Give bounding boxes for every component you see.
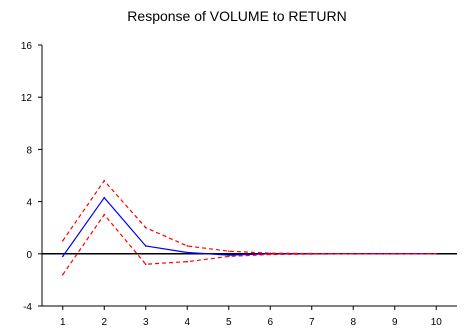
lower-band-point bbox=[186, 260, 189, 263]
response-point bbox=[103, 196, 106, 199]
x-tick-label: 3 bbox=[143, 317, 149, 328]
y-tick-label: 8 bbox=[26, 145, 32, 156]
x-tick-label: 5 bbox=[226, 317, 232, 328]
x-tick-label: 7 bbox=[309, 317, 315, 328]
response-point bbox=[186, 251, 189, 254]
x-tick-label: 10 bbox=[431, 317, 443, 328]
response-line bbox=[62, 196, 437, 257]
upper-band-point bbox=[144, 226, 147, 229]
lower-band-point bbox=[227, 255, 230, 258]
lower-band-point bbox=[310, 253, 313, 255]
y-tick-label: 12 bbox=[21, 93, 33, 104]
upper-band-point bbox=[103, 179, 106, 182]
lower-band-point bbox=[103, 213, 106, 216]
response-point bbox=[61, 255, 64, 258]
lower-band-point bbox=[144, 263, 147, 266]
lower-band-line bbox=[62, 213, 437, 276]
x-tick-label: 2 bbox=[101, 317, 107, 328]
x-tick-label: 1 bbox=[60, 317, 66, 328]
lower-band-point bbox=[435, 253, 438, 255]
x-tick-label: 4 bbox=[184, 317, 190, 328]
x-tick-label: 8 bbox=[350, 317, 356, 328]
chart-title: Response of VOLUME to RETURN bbox=[127, 8, 347, 24]
response-point bbox=[144, 245, 147, 247]
upper-band-point bbox=[227, 250, 230, 252]
upper-band-point bbox=[61, 239, 64, 242]
series-layer bbox=[42, 179, 457, 276]
y-tick-label: 4 bbox=[26, 198, 32, 209]
y-tick-label: 16 bbox=[21, 41, 33, 52]
upper-band-point bbox=[186, 245, 189, 247]
lower-band-point bbox=[393, 253, 396, 255]
lower-band-point bbox=[269, 253, 272, 256]
x-tick-label: 9 bbox=[392, 317, 398, 328]
y-tick-label: -4 bbox=[23, 302, 32, 313]
upper-band-point bbox=[269, 252, 272, 254]
lower-band-point bbox=[61, 273, 64, 276]
response-point bbox=[227, 254, 230, 256]
y-tick-label: 0 bbox=[26, 250, 32, 261]
lower-band-point bbox=[352, 253, 355, 255]
upper-band-line bbox=[62, 179, 437, 255]
x-tick-label: 6 bbox=[267, 317, 273, 328]
